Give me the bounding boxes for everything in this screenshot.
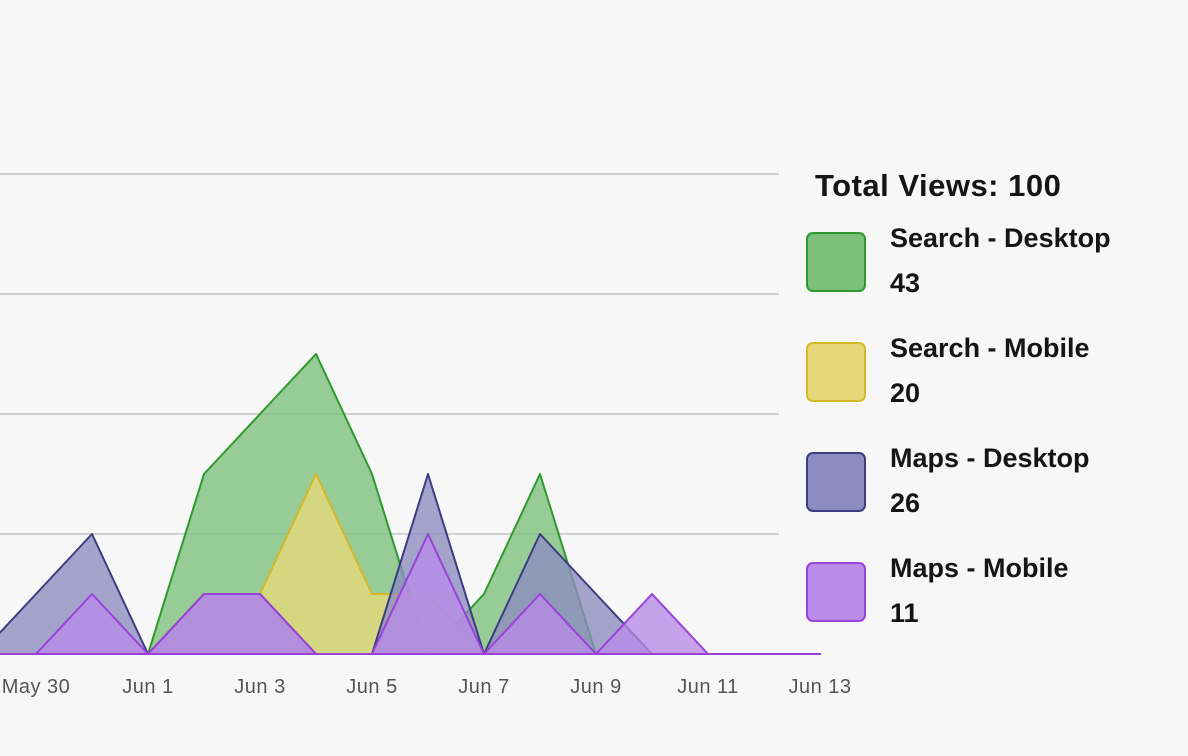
x-tick-label: Jun 11 <box>677 676 739 698</box>
x-tick-label: Jun 13 <box>788 676 851 698</box>
x-tick-label: May 30 <box>2 676 71 698</box>
legend-text: Maps - Desktop 26 <box>890 436 1090 526</box>
legend-text: Search - Desktop 43 <box>890 216 1111 306</box>
legend-series-total: 20 <box>890 378 921 408</box>
legend-series-name: Search - Desktop <box>890 223 1111 253</box>
x-tick-label: Jun 5 <box>346 676 397 698</box>
legend-item[interactable]: Search - Mobile 20 <box>806 333 1176 468</box>
x-tick-label: Jun 9 <box>570 676 621 698</box>
x-tick-label: Jun 7 <box>458 676 509 698</box>
legend-series-total: 26 <box>890 488 921 518</box>
legend-series-total: 11 <box>890 598 919 628</box>
legend-swatch <box>806 232 866 292</box>
legend-title: Total Views: 100 <box>815 168 1062 203</box>
legend-text: Search - Mobile 20 <box>890 326 1090 416</box>
legend-item[interactable]: Maps - Desktop 26 <box>806 443 1176 578</box>
legend-series-total: 43 <box>890 268 921 298</box>
x-tick-label: Jun 3 <box>234 676 285 698</box>
legend-text: Maps - Mobile 11 <box>890 546 1069 636</box>
legend-swatch <box>806 562 866 622</box>
legend-swatch <box>806 452 866 512</box>
legend-swatch <box>806 342 866 402</box>
area-series <box>0 353 821 655</box>
legend-item[interactable]: Search - Desktop 43 <box>806 223 1176 358</box>
legend-series-name: Maps - Desktop <box>890 443 1090 473</box>
x-tick-label: Jun 1 <box>122 676 173 698</box>
legend-item[interactable]: Maps - Mobile 11 <box>806 553 1176 688</box>
legend: Total Views: 100 Search - Desktop 43 Searc… <box>806 168 1176 688</box>
area-maps-mobile <box>0 533 821 655</box>
legend-series-name: Maps - Mobile <box>890 553 1069 583</box>
legend-series-name: Search - Mobile <box>890 333 1090 363</box>
x-axis: May 30 Jun 1 Jun 3 Jun 5 Jun 7 Jun 9 Jun 11 Jun… <box>2 676 851 698</box>
